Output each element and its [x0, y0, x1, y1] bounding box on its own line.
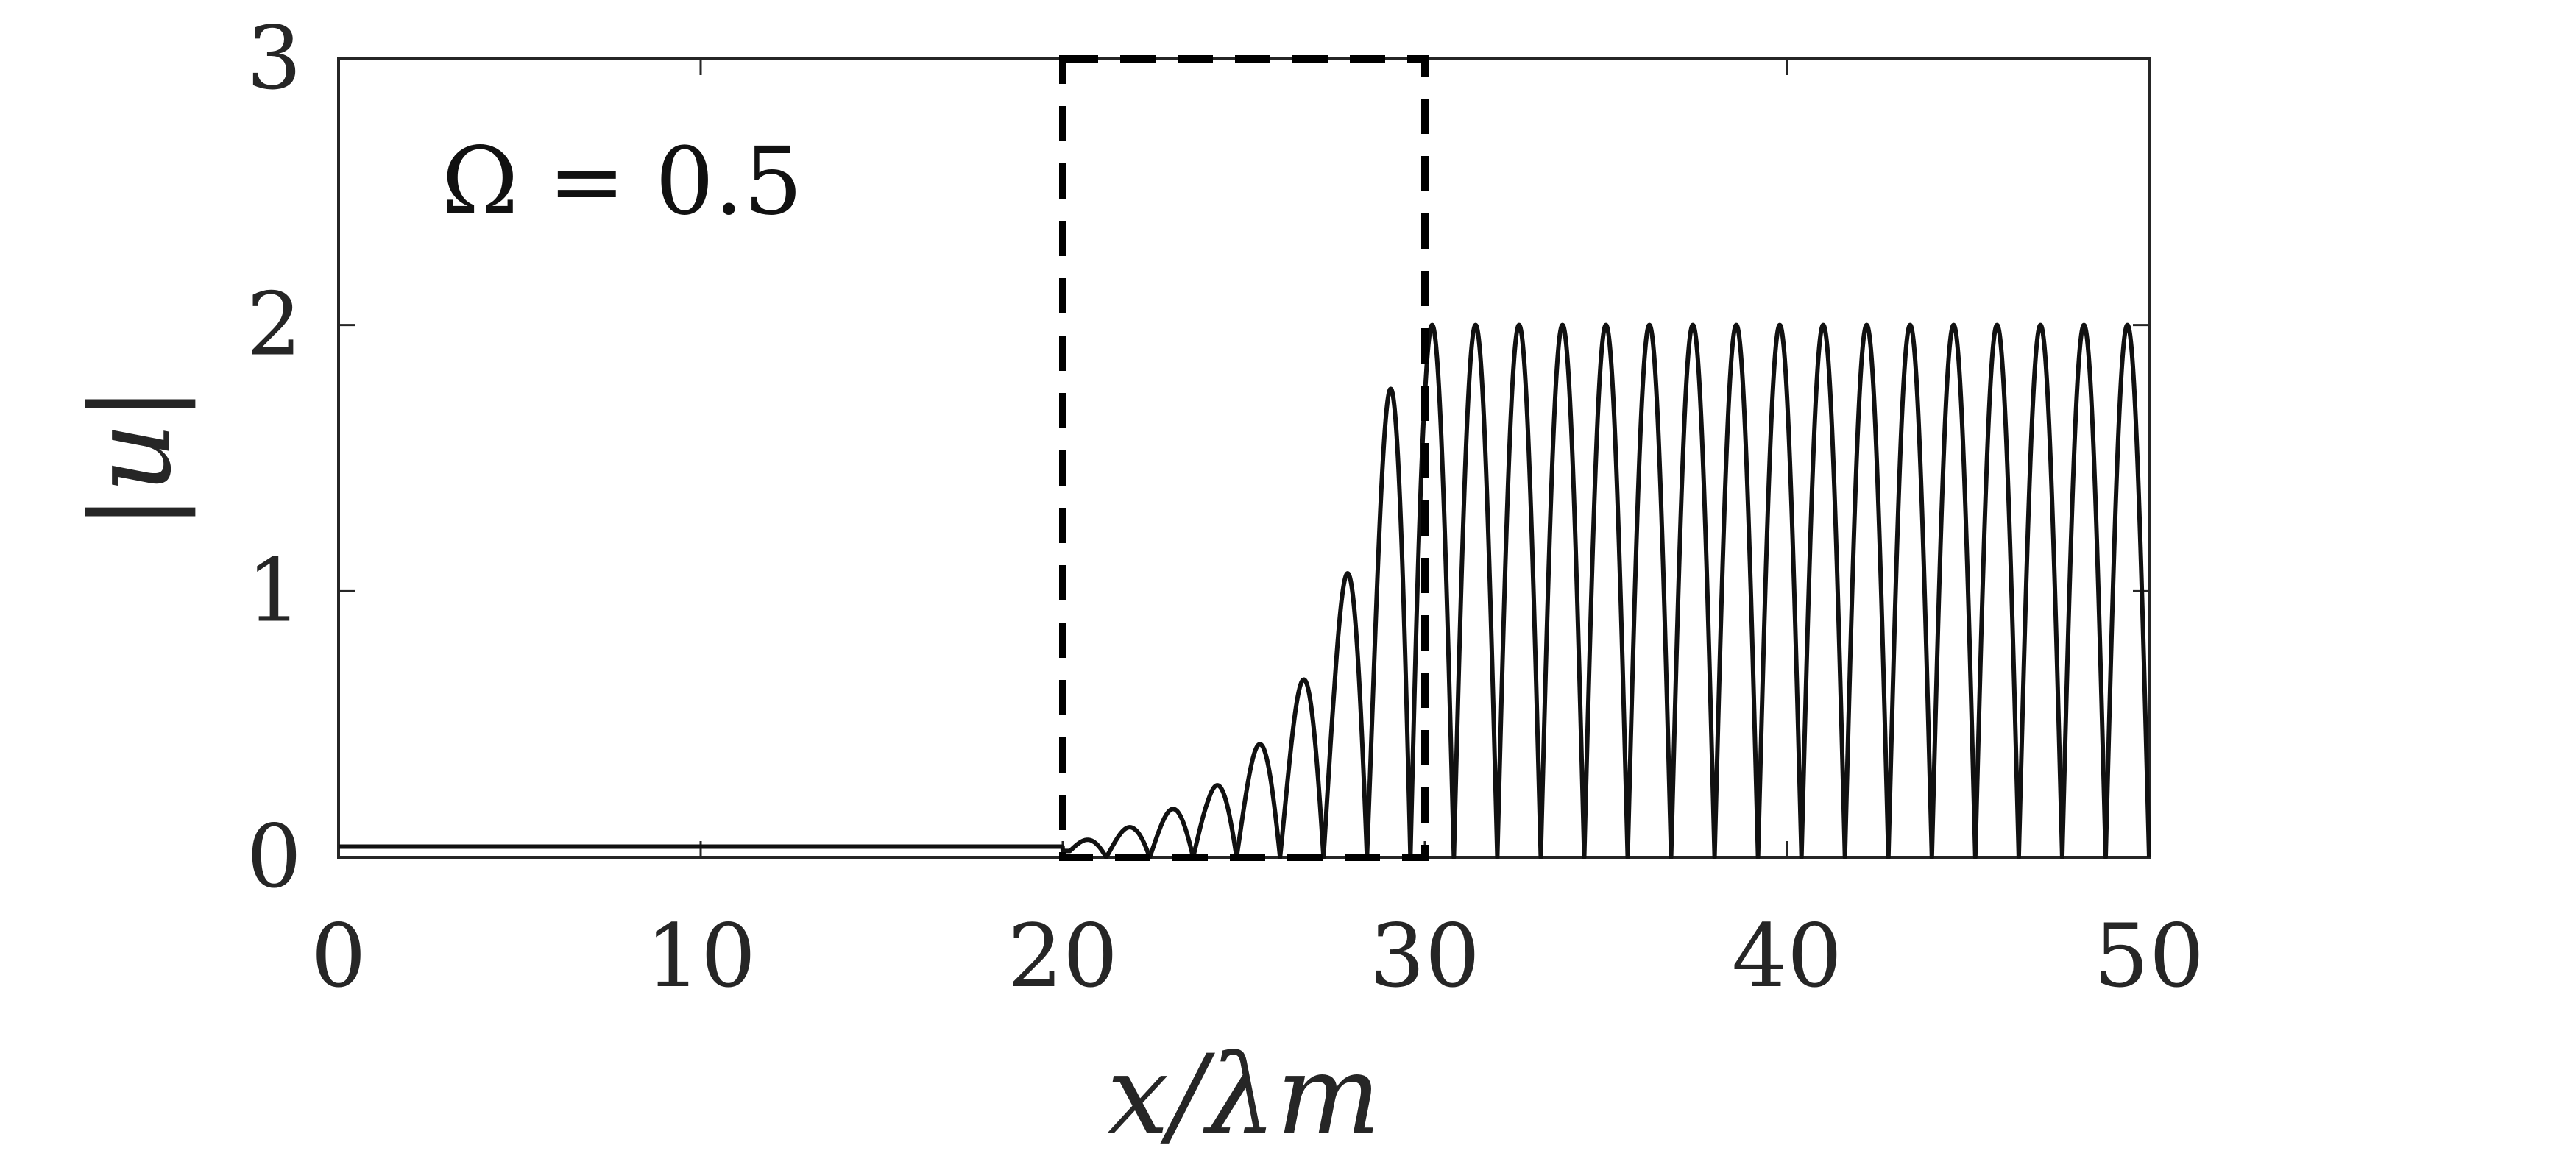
- axis-ticks: [337, 57, 2151, 859]
- y-tick-label-1: 1: [247, 539, 302, 641]
- y-tick-label-2: 2: [247, 274, 302, 375]
- highlight-region: [1059, 55, 1429, 861]
- plot-area: 0 10 20 30 40 50 0 1 2 3: [247, 7, 2204, 1007]
- x-axis-label: x/λm: [1107, 1032, 1381, 1159]
- x-tick-label-4: 40: [1732, 905, 1842, 1007]
- series-line: [336, 322, 2151, 859]
- y-axis-label: |u|: [68, 385, 196, 531]
- series-layer: [336, 322, 2151, 859]
- x-tick-label-0: 0: [311, 905, 366, 1007]
- y-tick-label-0: 0: [247, 806, 302, 907]
- y-tick-label-3: 3: [247, 7, 302, 109]
- annotation-omega: Ω = 0.5: [442, 127, 803, 235]
- x-tick-label-1: 10: [645, 905, 756, 1007]
- x-tick-label-2: 20: [1008, 905, 1118, 1007]
- axis-tick-labels: 0 10 20 30 40 50 0 1 2 3: [247, 7, 2204, 1007]
- x-tick-label-3: 30: [1370, 905, 1480, 1007]
- x-tick-label-5: 50: [2094, 905, 2204, 1007]
- highlight-region-layer: [1059, 55, 1429, 861]
